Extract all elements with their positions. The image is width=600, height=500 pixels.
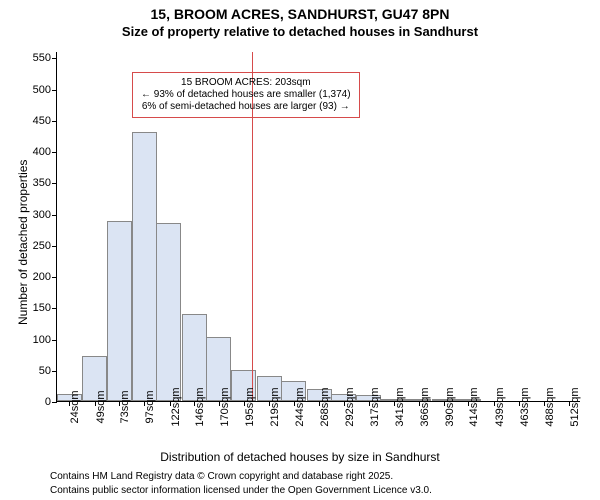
x-tick-mark [569,401,570,406]
annotation-line-1: 15 BROOM ACRES: 203sqm [141,77,351,89]
y-tick-mark [52,402,57,403]
x-tick-mark [544,401,545,406]
x-tick-mark [269,401,270,406]
x-tick-mark [69,401,70,406]
chart-title: 15, BROOM ACRES, SANDHURST, GU47 8PN [0,0,600,22]
chart-container: 15, BROOM ACRES, SANDHURST, GU47 8PN Siz… [0,0,600,500]
x-tick-mark [519,401,520,406]
x-tick-mark [494,401,495,406]
y-tick-mark [52,215,57,216]
annotation-box: 15 BROOM ACRES: 203sqm ← 93% of detached… [132,72,360,118]
x-tick-mark [419,401,420,406]
x-tick-label: 268sqm [319,387,331,426]
y-tick-mark [52,90,57,91]
x-tick-label: 317sqm [369,387,381,426]
x-tick-label: 122sqm [170,387,182,426]
x-tick-label: 414sqm [468,387,480,426]
x-tick-label: 49sqm [95,390,107,423]
x-tick-label: 463sqm [519,387,531,426]
x-axis-label: Distribution of detached houses by size … [0,450,600,464]
x-tick-mark [219,401,220,406]
footer-line-2: Contains public sector information licen… [50,485,432,496]
x-tick-label: 366sqm [419,387,431,426]
x-tick-mark [194,401,195,406]
chart-subtitle: Size of property relative to detached ho… [0,22,600,39]
histogram-bar [107,221,132,401]
y-tick-mark [52,183,57,184]
y-tick-mark [52,277,57,278]
x-tick-label: 170sqm [219,387,231,426]
x-tick-mark [344,401,345,406]
y-tick-mark [52,152,57,153]
x-tick-label: 146sqm [194,387,206,426]
x-tick-label: 341sqm [394,387,406,426]
annotation-line-2: ← 93% of detached houses are smaller (1,… [141,89,351,101]
y-tick-mark [52,58,57,59]
x-tick-mark [170,401,171,406]
y-tick-mark [52,340,57,341]
x-tick-label: 24sqm [69,390,81,423]
annotation-line-3: 6% of semi-detached houses are larger (9… [141,101,351,113]
y-tick-mark [52,308,57,309]
x-tick-label: 390sqm [444,387,456,426]
plot-area: 15 BROOM ACRES: 203sqm ← 93% of detached… [56,52,580,402]
x-tick-label: 97sqm [144,390,156,423]
y-tick-mark [52,246,57,247]
x-tick-mark [369,401,370,406]
x-tick-label: 73sqm [119,390,131,423]
x-tick-label: 219sqm [269,387,281,426]
x-tick-mark [144,401,145,406]
y-tick-mark [52,371,57,372]
x-tick-label: 512sqm [569,387,581,426]
x-tick-label: 195sqm [244,387,256,426]
footer-line-1: Contains HM Land Registry data © Crown c… [50,471,393,482]
x-tick-mark [444,401,445,406]
x-tick-mark [95,401,96,406]
x-tick-mark [394,401,395,406]
x-tick-label: 244sqm [294,387,306,426]
y-tick-mark [52,121,57,122]
histogram-bar [156,223,181,401]
x-tick-mark [319,401,320,406]
y-axis-label: Number of detached properties [16,160,30,325]
x-tick-label: 292sqm [344,387,356,426]
x-tick-mark [244,401,245,406]
histogram-bar [132,132,157,401]
x-tick-mark [468,401,469,406]
x-tick-label: 439sqm [494,387,506,426]
x-tick-mark [119,401,120,406]
x-tick-mark [294,401,295,406]
x-tick-label: 488sqm [544,387,556,426]
